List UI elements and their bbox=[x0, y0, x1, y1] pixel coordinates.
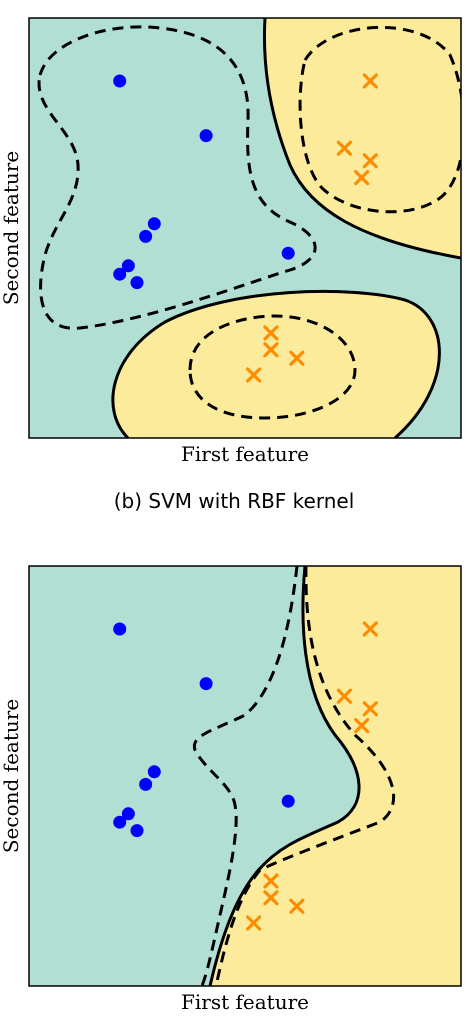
panel-1-cross-point-7 bbox=[289, 350, 305, 366]
panel-1-cross-point-3 bbox=[362, 153, 378, 169]
panel-1-margin-bottom bbox=[188, 314, 357, 420]
panel-2-margin-left bbox=[192, 566, 299, 986]
panel-2-cross-point-3 bbox=[362, 701, 378, 717]
panel-1-frame bbox=[28, 17, 462, 439]
panel-1-cross-point-4 bbox=[354, 170, 370, 186]
panel-1-cross-point-6 bbox=[263, 342, 279, 358]
panel-1-data-points bbox=[113, 73, 378, 383]
panel-1-circle-point-2 bbox=[199, 129, 213, 143]
panel-1-circle-point-8 bbox=[281, 246, 295, 260]
panel-2-circle-point-4 bbox=[139, 777, 153, 791]
panel-1-circle-point-3 bbox=[147, 217, 161, 231]
panel-1-circle-point-5 bbox=[121, 259, 135, 273]
panel-1-margin-left bbox=[37, 25, 317, 330]
panel-2-cross-point-8 bbox=[246, 915, 262, 931]
panel-1-decision-boundary-top bbox=[263, 18, 461, 260]
panel-2-cross-point-2 bbox=[336, 688, 352, 704]
panel-2-circle-point-6 bbox=[113, 815, 127, 829]
panel-2-circle-point-8 bbox=[281, 794, 295, 808]
panel-2-frame bbox=[28, 565, 462, 987]
panel-1-margin-top bbox=[298, 26, 461, 214]
panel-2-circle-point-1 bbox=[113, 622, 127, 636]
panel-2-data-points bbox=[113, 621, 378, 931]
panel-1-circle-point-7 bbox=[130, 276, 144, 290]
panel-1-cross-point-2 bbox=[336, 140, 352, 156]
panel-1-circle-point-6 bbox=[113, 267, 127, 281]
panel-2-y-axis-label: Second feature bbox=[0, 699, 23, 853]
panel-1-caption: (b) SVM with RBF kernel bbox=[114, 489, 355, 513]
panel-2-cross-point-4 bbox=[354, 717, 370, 734]
panel-2-cross-point-7 bbox=[289, 898, 305, 914]
panel-1-decision-boundary-bottom bbox=[111, 289, 441, 438]
panel-1-cross-point-1 bbox=[362, 73, 378, 89]
panel-2-circle-point-7 bbox=[130, 824, 144, 838]
panel-1-cross-point-8 bbox=[246, 367, 262, 383]
panel-1-circle-point-1 bbox=[113, 74, 127, 88]
panel-1-x-axis-label: First feature bbox=[181, 442, 309, 466]
panel-1-circle-point-4 bbox=[139, 229, 153, 243]
panel-2-x-axis-label: First feature bbox=[181, 990, 309, 1014]
panel-2-circle-point-2 bbox=[199, 677, 213, 691]
panel-2-cross-point-6 bbox=[263, 890, 279, 906]
panel-2-cross-point-5 bbox=[263, 873, 279, 889]
panel-2-margin-right bbox=[214, 566, 396, 986]
panel-1-cross-point-5 bbox=[263, 325, 279, 341]
plot-panel-2: First feature Second feature bbox=[0, 565, 462, 1014]
panel-2-circle-point-5 bbox=[121, 807, 135, 821]
panel-2-circle-point-3 bbox=[147, 765, 161, 779]
panel-2-cross-point-1 bbox=[362, 621, 378, 637]
panel-1-y-axis-label: Second feature bbox=[0, 151, 23, 305]
panel-1-region-bottom bbox=[112, 291, 440, 438]
plot-panel-1: First feature Second feature (b) SVM wit… bbox=[0, 17, 462, 513]
